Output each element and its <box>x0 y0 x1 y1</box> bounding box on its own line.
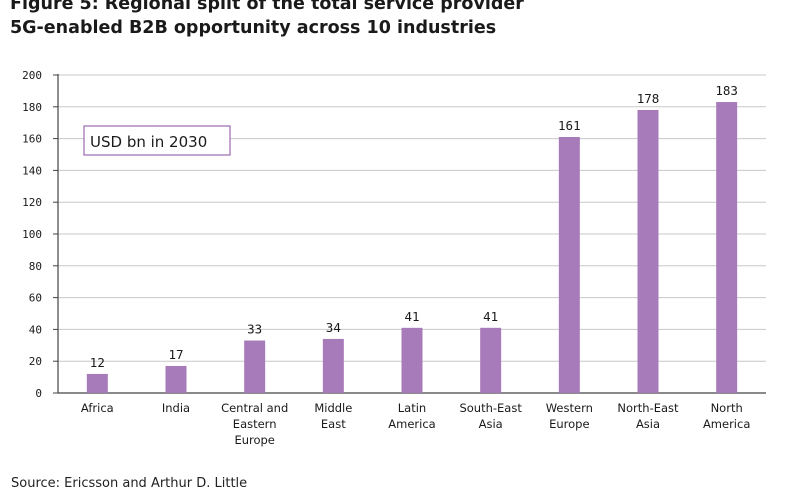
figure-title-line-2: 5G-enabled B2B opportunity across 10 ind… <box>10 18 497 38</box>
y-tick-label: 0 <box>35 387 42 400</box>
bar <box>244 340 266 393</box>
category-label: Western Europe <box>546 401 593 431</box>
unit-box-border <box>83 125 231 156</box>
value-label: 34 <box>326 320 341 335</box>
value-label: 33 <box>247 322 262 337</box>
bar <box>558 137 580 393</box>
value-label: 12 <box>90 355 105 370</box>
value-label: 41 <box>404 309 419 324</box>
value-label: 17 <box>168 347 183 362</box>
category-label: South-East Asia <box>459 401 522 431</box>
y-tick-label: 80 <box>29 260 42 273</box>
source-note: Source: Ericsson and Arthur D. Little <box>11 476 248 491</box>
bar <box>401 327 423 393</box>
category-label: North America <box>703 401 750 431</box>
category-label: Africa <box>81 401 114 415</box>
bar <box>480 327 502 393</box>
bar <box>165 365 187 393</box>
y-tick-label: 200 <box>22 69 42 82</box>
bar <box>86 373 108 393</box>
figure-title: Figure 5: Regional split of the total se… <box>10 0 524 40</box>
category-label: North-East Asia <box>617 401 679 431</box>
value-label: 178 <box>637 91 660 106</box>
y-tick-label: 100 <box>22 228 42 241</box>
unit-label: USD bn in 2030 <box>90 133 207 151</box>
value-label: 183 <box>715 83 738 98</box>
y-tick-label: 160 <box>22 133 42 146</box>
bar <box>637 109 659 393</box>
y-tick-label: 40 <box>29 323 42 336</box>
y-tick-label: 120 <box>22 196 42 209</box>
category-labels: Africa India Central and Eastern Europe Middl… <box>81 401 750 447</box>
y-tick-labels: 0 20 40 60 80 100 120 140 160 180 200 <box>22 69 42 400</box>
bar <box>322 338 344 393</box>
unit-box: USD bn in 2030 <box>83 125 231 156</box>
category-label: India <box>162 401 190 415</box>
y-tick-label: 20 <box>29 355 42 368</box>
value-label: 161 <box>558 118 581 133</box>
y-tick-label: 180 <box>22 101 42 114</box>
category-label: Central and Eastern Europe <box>221 401 288 447</box>
value-label: 41 <box>483 309 498 324</box>
category-label: Latin America <box>388 401 435 431</box>
y-tick-label: 60 <box>29 292 42 305</box>
figure-title-line-1: Figure 5: Regional split of the total se… <box>10 0 524 14</box>
bar-chart: 12 17 33 34 41 41 161 178 183 0 20 40 60 80 100 120 140… <box>22 69 766 447</box>
bars <box>86 102 738 393</box>
value-labels: 12 17 33 34 41 41 161 178 183 <box>90 83 738 370</box>
bar <box>716 102 738 393</box>
category-label: Middle East <box>314 401 352 431</box>
y-tick-label: 140 <box>22 164 42 177</box>
